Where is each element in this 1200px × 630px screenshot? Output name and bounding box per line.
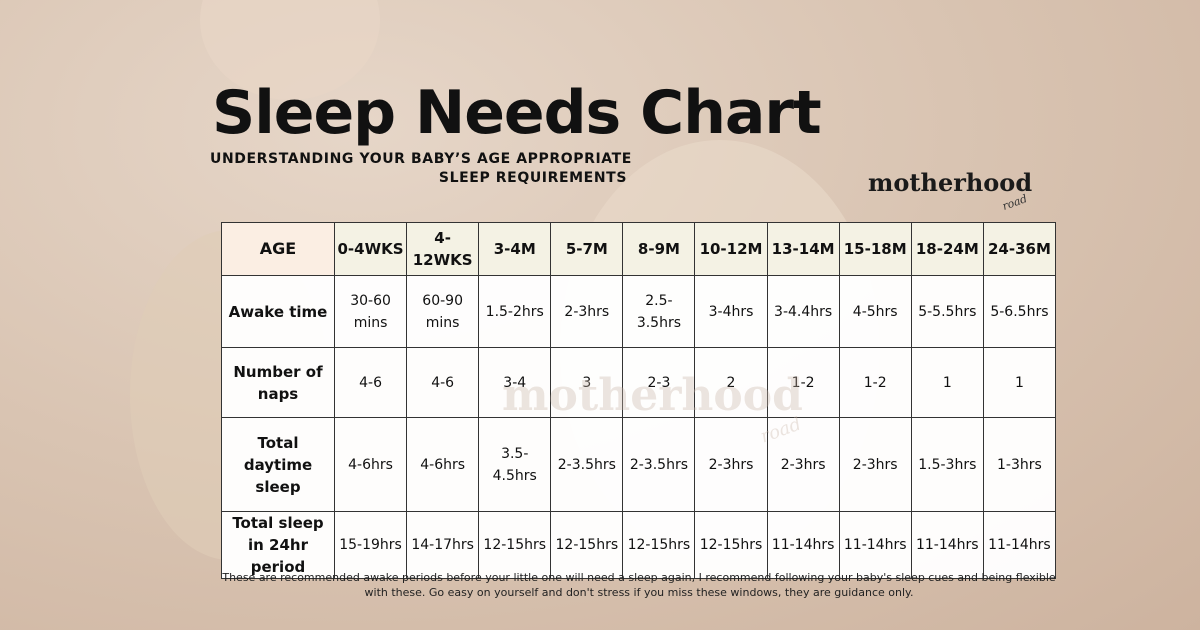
row-header: Number of naps [221, 347, 335, 418]
table-cell: 4-6 [406, 347, 480, 418]
table-cell: 12-15hrs [622, 511, 696, 579]
table-cell: 2-3.5hrs [622, 417, 696, 512]
column-header: 10-12M [694, 222, 768, 276]
table-row: Total sleep in 24hr period 15-19hrs 14-17h… [221, 511, 1057, 579]
table-cell: 4-5hrs [838, 275, 912, 348]
table-cell: 1.5-2hrs [478, 275, 552, 348]
table-cell: 4-6 [333, 347, 408, 418]
footnote: These are recommended awake periods befo… [222, 571, 1056, 599]
row-header: Total daytime sleep [221, 417, 335, 512]
table-row: Awake time 30-60 mins 60-90 mins 1.5-2hrs 2-… [221, 275, 1057, 348]
table-cell: 4-6hrs [333, 417, 408, 512]
table-cell: 1 [982, 347, 1057, 418]
column-header: 8-9M [622, 222, 696, 276]
table-cell: 3.5-4.5hrs [478, 417, 552, 512]
row-header: Awake time [221, 275, 335, 348]
table-cell: 1-3hrs [982, 417, 1057, 512]
table-cell: 60-90 mins [406, 275, 480, 348]
table-cell: 11-14hrs [838, 511, 912, 579]
table-cell: 11-14hrs [982, 511, 1057, 579]
table-cell: 11-14hrs [910, 511, 984, 579]
table-cell: 14-17hrs [406, 511, 480, 579]
table-cell: 12-15hrs [694, 511, 768, 579]
column-header: 15-18M [838, 222, 912, 276]
table-cell: 3-4.4hrs [766, 275, 840, 348]
table-cell: 2-3hrs [766, 417, 840, 512]
table-row: Number of naps 4-6 4-6 3-4 3 2-3 2 1-2 1-2 1 1 [221, 347, 1057, 418]
table-cell: 3-4 [478, 347, 552, 418]
table-cell: 12-15hrs [550, 511, 624, 579]
table-cell: 2 [694, 347, 768, 418]
table-cell: 3 [550, 347, 624, 418]
table-cell: 1.5-3hrs [910, 417, 984, 512]
table-cell: 3-4hrs [694, 275, 768, 348]
table-cell: 1-2 [838, 347, 912, 418]
table-cell: 12-15hrs [478, 511, 552, 579]
row-header: Total sleep in 24hr period [221, 511, 335, 579]
table-cell: 15-19hrs [333, 511, 408, 579]
title: Sleep Needs Chart [212, 78, 822, 148]
column-header: 24-36M [982, 222, 1057, 276]
table-row: Total daytime sleep 4-6hrs 4-6hrs 3.5-4.5hr… [221, 417, 1057, 512]
table-cell: 30-60 mins [333, 275, 408, 348]
column-header: 13-14M [766, 222, 840, 276]
table-cell: 2-3hrs [550, 275, 624, 348]
column-header: 0-4WKS [333, 222, 408, 276]
brand-logo: motherhood [868, 168, 1033, 197]
column-header: 3-4M [478, 222, 552, 276]
table-cell: 5-6.5hrs [982, 275, 1057, 348]
column-header: 5-7M [550, 222, 624, 276]
table-cell: 2-3hrs [838, 417, 912, 512]
subtitle: UNDERSTANDING YOUR BABY’S AGE APPROPRIAT… [210, 151, 632, 167]
table-cell: 1 [910, 347, 984, 418]
sleep-table: AGE 0-4WKS 4-12WKS 3-4M 5-7M 8-9M 10-12M 13-14M… [221, 222, 1057, 579]
column-header: 18-24M [910, 222, 984, 276]
table-cell: 2-3hrs [694, 417, 768, 512]
header-row: AGE 0-4WKS 4-12WKS 3-4M 5-7M 8-9M 10-12M 13-14M… [221, 222, 1057, 276]
subtitle: SLEEP REQUIREMENTS [438, 170, 627, 186]
table-cell: 2-3 [622, 347, 696, 418]
column-header: 4-12WKS [406, 222, 480, 276]
table-cell: 5-5.5hrs [910, 275, 984, 348]
table-cell: 2.5-3.5hrs [622, 275, 696, 348]
table-cell: 2-3.5hrs [550, 417, 624, 512]
table-cell: 1-2 [766, 347, 840, 418]
table-cell: 11-14hrs [766, 511, 840, 579]
watermark: motherhood [502, 370, 803, 421]
column-header: AGE [221, 222, 335, 276]
table-cell: 4-6hrs [406, 417, 480, 512]
